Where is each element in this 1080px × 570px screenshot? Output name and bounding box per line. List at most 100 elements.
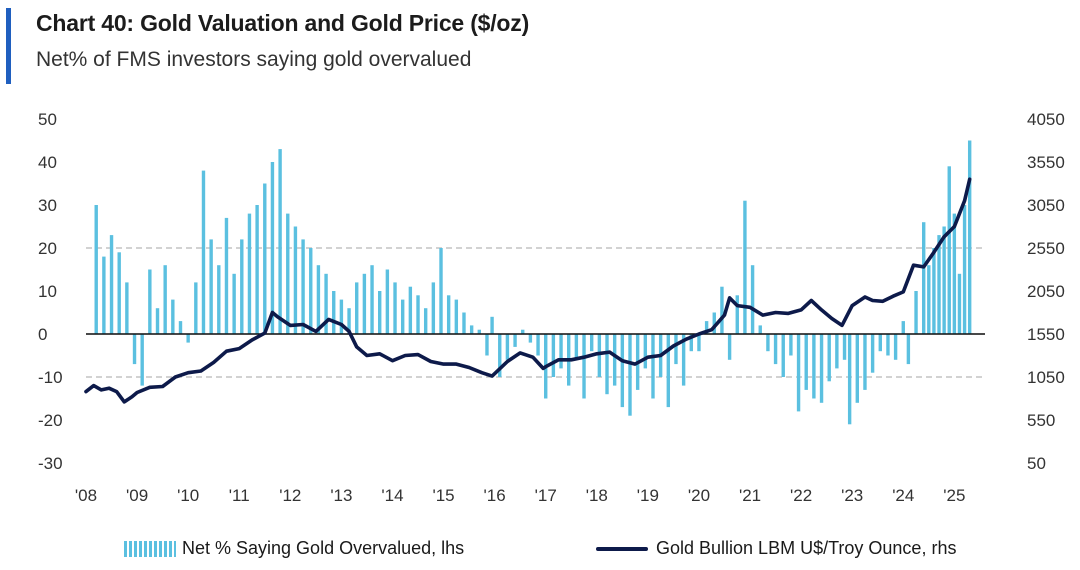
bar bbox=[469, 325, 474, 334]
bar bbox=[132, 334, 137, 365]
left-axis-tick: 30 bbox=[38, 196, 57, 215]
bar bbox=[446, 295, 451, 334]
bar bbox=[148, 269, 152, 334]
bar bbox=[385, 269, 390, 334]
bar bbox=[490, 316, 494, 334]
right-axis-tick: 2050 bbox=[1027, 282, 1065, 301]
right-axis-tick: 3550 bbox=[1027, 153, 1065, 172]
bar bbox=[536, 334, 540, 356]
bar bbox=[240, 239, 244, 334]
bar bbox=[194, 282, 198, 334]
bar bbox=[309, 248, 313, 334]
x-axis-tick: '17 bbox=[535, 486, 557, 505]
bar bbox=[720, 286, 724, 334]
bar bbox=[355, 282, 359, 334]
bar bbox=[932, 248, 936, 334]
left-axis-tick: 40 bbox=[38, 153, 57, 172]
chart-title: Chart 40: Gold Valuation and Gold Price … bbox=[36, 10, 530, 36]
bar bbox=[893, 334, 898, 360]
bar bbox=[957, 273, 962, 334]
x-axis-tick: '11 bbox=[229, 486, 250, 505]
bar bbox=[962, 205, 967, 334]
right-axis-tick: 3050 bbox=[1027, 196, 1065, 215]
x-axis-tick: '13 bbox=[330, 486, 352, 505]
legend-item-bars: Net % Saying Gold Overvalued, lhs bbox=[124, 538, 464, 559]
x-axis-tick: '15 bbox=[432, 486, 454, 505]
right-axis-tick: 1050 bbox=[1027, 368, 1065, 387]
bar bbox=[217, 265, 221, 334]
bar bbox=[674, 334, 678, 365]
legend-line-swatch bbox=[596, 546, 648, 551]
bar bbox=[855, 334, 860, 403]
bar bbox=[643, 334, 648, 369]
bar bbox=[339, 299, 344, 334]
bar bbox=[485, 334, 489, 356]
bar bbox=[400, 299, 405, 334]
x-axis-tick: '14 bbox=[381, 486, 403, 505]
bar bbox=[362, 273, 367, 334]
right-axis-tick: 550 bbox=[1027, 411, 1055, 430]
bar bbox=[942, 226, 946, 334]
bar bbox=[232, 273, 236, 334]
bar bbox=[477, 329, 482, 334]
bar bbox=[870, 334, 875, 373]
bar bbox=[666, 334, 671, 408]
bar bbox=[117, 252, 121, 334]
bar bbox=[462, 312, 466, 334]
bar bbox=[423, 308, 428, 334]
bar bbox=[589, 334, 594, 352]
bar bbox=[574, 334, 579, 360]
bar bbox=[171, 299, 175, 334]
bar bbox=[735, 295, 739, 334]
bar bbox=[155, 308, 160, 334]
bar bbox=[750, 265, 755, 334]
bar bbox=[819, 334, 824, 403]
bar bbox=[378, 291, 382, 334]
x-axis-tick: '18 bbox=[586, 486, 608, 505]
bar bbox=[766, 334, 770, 352]
bar bbox=[498, 334, 502, 377]
x-axis-tick: '09 bbox=[126, 486, 148, 505]
bar bbox=[224, 217, 229, 334]
right-axis-tick: 2550 bbox=[1027, 239, 1065, 258]
bar bbox=[301, 239, 305, 334]
left-axis-tick: -10 bbox=[38, 368, 63, 387]
bar bbox=[789, 334, 793, 356]
x-axis-tick: '19 bbox=[637, 486, 659, 505]
x-axis-tick: '08 bbox=[75, 486, 97, 505]
bar bbox=[416, 295, 420, 334]
bar bbox=[505, 334, 510, 360]
bar bbox=[163, 265, 167, 334]
bar bbox=[186, 334, 190, 343]
bar bbox=[704, 321, 709, 334]
bar bbox=[393, 282, 397, 334]
legend-bars-label: Net % Saying Gold Overvalued, lhs bbox=[182, 538, 465, 558]
bar bbox=[597, 334, 602, 377]
bar bbox=[454, 299, 459, 334]
bar bbox=[796, 334, 801, 412]
bar bbox=[842, 334, 847, 360]
bar bbox=[201, 170, 206, 334]
x-axis-tick: '22 bbox=[790, 486, 812, 505]
bar bbox=[863, 334, 867, 390]
bar bbox=[967, 140, 972, 334]
bar bbox=[914, 291, 918, 334]
bar bbox=[270, 162, 275, 334]
left-axis-tick: -20 bbox=[38, 411, 63, 430]
bar bbox=[605, 334, 609, 395]
gold-price-line bbox=[84, 177, 972, 404]
bar bbox=[743, 200, 747, 334]
bar bbox=[878, 334, 882, 352]
bar bbox=[316, 265, 321, 334]
x-axis-tick: '21 bbox=[739, 486, 761, 505]
bar bbox=[439, 248, 443, 334]
legend-item-line: Gold Bullion LBM U$/Troy Ounce, rhs bbox=[596, 538, 956, 559]
right-axis-tick: 50 bbox=[1027, 454, 1046, 473]
bar bbox=[247, 213, 252, 334]
left-axis-tick: 0 bbox=[38, 325, 47, 344]
bar bbox=[293, 226, 298, 334]
bar bbox=[937, 235, 941, 334]
bar bbox=[370, 265, 374, 334]
bar bbox=[781, 334, 785, 377]
x-axis-tick: '25 bbox=[943, 486, 965, 505]
